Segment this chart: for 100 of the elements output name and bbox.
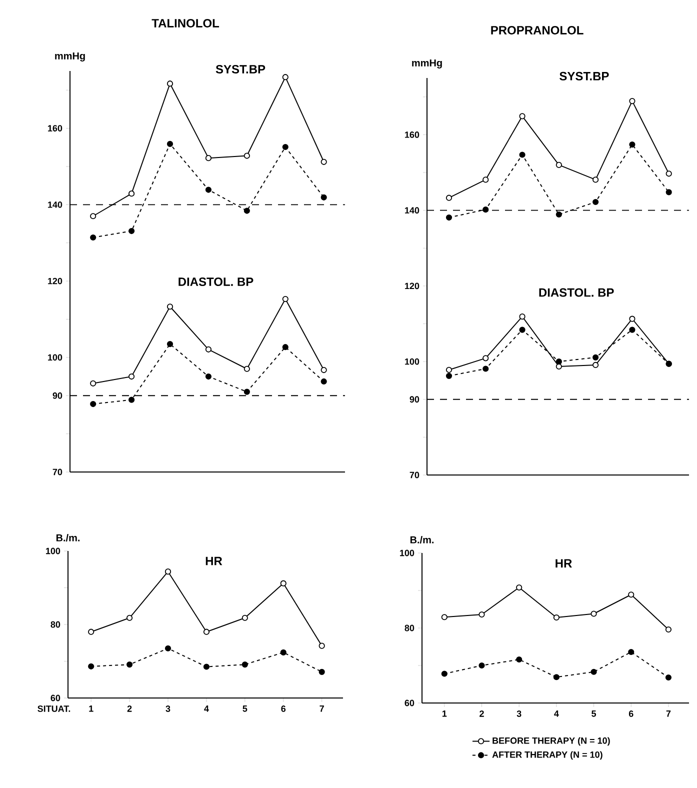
point xyxy=(280,580,286,586)
annotation: HR xyxy=(206,556,222,566)
point xyxy=(320,158,327,165)
point xyxy=(126,614,133,621)
y-tick-label: 60 xyxy=(404,700,414,706)
y-tick-label: 100 xyxy=(46,548,60,554)
point xyxy=(628,592,634,598)
x-tick-label: 2 xyxy=(480,710,484,717)
point xyxy=(320,366,327,374)
point xyxy=(629,316,636,322)
point xyxy=(592,198,599,206)
y-tick-label: 90 xyxy=(52,392,62,399)
point xyxy=(556,358,562,365)
x-tick-label: 3 xyxy=(516,710,522,717)
legend-label: AFTER THERAPY (N = 10) xyxy=(492,751,602,760)
point xyxy=(478,611,485,618)
x-tick-label: 5 xyxy=(592,710,596,717)
point xyxy=(590,610,597,617)
point xyxy=(320,378,327,385)
point xyxy=(318,668,325,675)
x-tick-label: 4 xyxy=(204,706,209,712)
point xyxy=(553,674,560,680)
point xyxy=(126,662,133,668)
x-tick-label: 6 xyxy=(628,710,634,717)
point xyxy=(482,355,489,362)
x-tick-label: 2 xyxy=(127,706,132,712)
point xyxy=(242,614,248,621)
y-tick-label: 160 xyxy=(48,125,62,132)
y-axis-title: B./m. xyxy=(410,536,434,544)
point xyxy=(320,194,327,200)
annotation: SYST.BP xyxy=(216,64,266,74)
y-tick-label: 80 xyxy=(50,621,60,628)
point xyxy=(665,674,672,681)
point xyxy=(166,80,174,87)
point xyxy=(166,341,174,348)
x-tick-label: 1 xyxy=(89,706,94,712)
point xyxy=(478,662,485,669)
point xyxy=(282,344,288,350)
y-tick-label: 70 xyxy=(410,472,420,478)
y-tick-label: 90 xyxy=(410,396,420,403)
point xyxy=(88,628,94,635)
y-tick-label: 70 xyxy=(52,468,62,476)
point xyxy=(519,113,526,120)
y-tick-label: 140 xyxy=(48,201,62,208)
point xyxy=(519,326,526,333)
point xyxy=(205,346,212,352)
point xyxy=(629,326,636,333)
y-tick-label: 60 xyxy=(50,694,60,702)
x-tick-label: 7 xyxy=(666,710,671,717)
point xyxy=(446,214,452,221)
point xyxy=(282,74,288,80)
point xyxy=(205,155,212,162)
point xyxy=(166,140,174,147)
point xyxy=(282,296,288,302)
point xyxy=(90,234,96,241)
x-tick-label: 4 xyxy=(554,710,559,717)
point xyxy=(203,628,210,635)
point xyxy=(441,614,448,620)
y-tick-label: 100 xyxy=(405,358,420,365)
point xyxy=(205,373,212,380)
x-tick-label: 1 xyxy=(442,710,447,717)
point xyxy=(90,213,96,220)
y-axis-title: mmHg xyxy=(412,59,442,68)
point xyxy=(629,98,636,104)
chart-title: PROPRANOLOL xyxy=(491,26,584,34)
point xyxy=(556,211,562,218)
point xyxy=(556,162,562,168)
y-tick-label: 100 xyxy=(400,550,414,556)
point xyxy=(519,314,526,320)
point xyxy=(629,141,636,148)
point xyxy=(203,664,210,670)
x-tick-label: 5 xyxy=(242,706,248,712)
point xyxy=(482,206,489,213)
point xyxy=(590,668,597,675)
chart-title: TALINOLOL xyxy=(152,18,220,28)
y-tick-label: 80 xyxy=(404,624,414,632)
point xyxy=(244,152,250,159)
point xyxy=(446,372,452,379)
point xyxy=(628,648,634,656)
point xyxy=(90,380,96,386)
y-axis-title: B./m. xyxy=(56,534,80,542)
point xyxy=(282,144,288,150)
point xyxy=(128,190,135,197)
point xyxy=(242,662,248,668)
y-tick-label: 120 xyxy=(405,282,420,290)
x-axis-title: SITUAT. xyxy=(38,706,70,712)
point xyxy=(88,663,94,670)
point xyxy=(553,614,560,621)
point xyxy=(666,189,672,196)
point xyxy=(592,362,599,368)
point xyxy=(556,363,562,370)
x-tick-label: 3 xyxy=(166,706,170,712)
point xyxy=(280,649,286,656)
annotation: DIASTOL. BP xyxy=(539,288,614,297)
point xyxy=(128,228,135,234)
point xyxy=(665,626,672,633)
y-tick-label: 120 xyxy=(48,278,62,284)
y-tick-label: 160 xyxy=(405,132,420,138)
legend-label: BEFORE THERAPY (N = 10) xyxy=(492,737,610,746)
point xyxy=(205,186,212,193)
